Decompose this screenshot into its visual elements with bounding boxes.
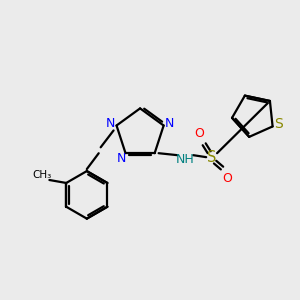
Text: N: N — [165, 117, 174, 130]
Text: N: N — [117, 152, 126, 165]
Text: CH₃: CH₃ — [33, 170, 52, 180]
Text: N: N — [106, 117, 115, 130]
Text: S: S — [207, 150, 217, 165]
Text: O: O — [222, 172, 232, 185]
Text: O: O — [194, 127, 204, 140]
Text: NH: NH — [176, 153, 195, 166]
Text: S: S — [274, 118, 283, 131]
